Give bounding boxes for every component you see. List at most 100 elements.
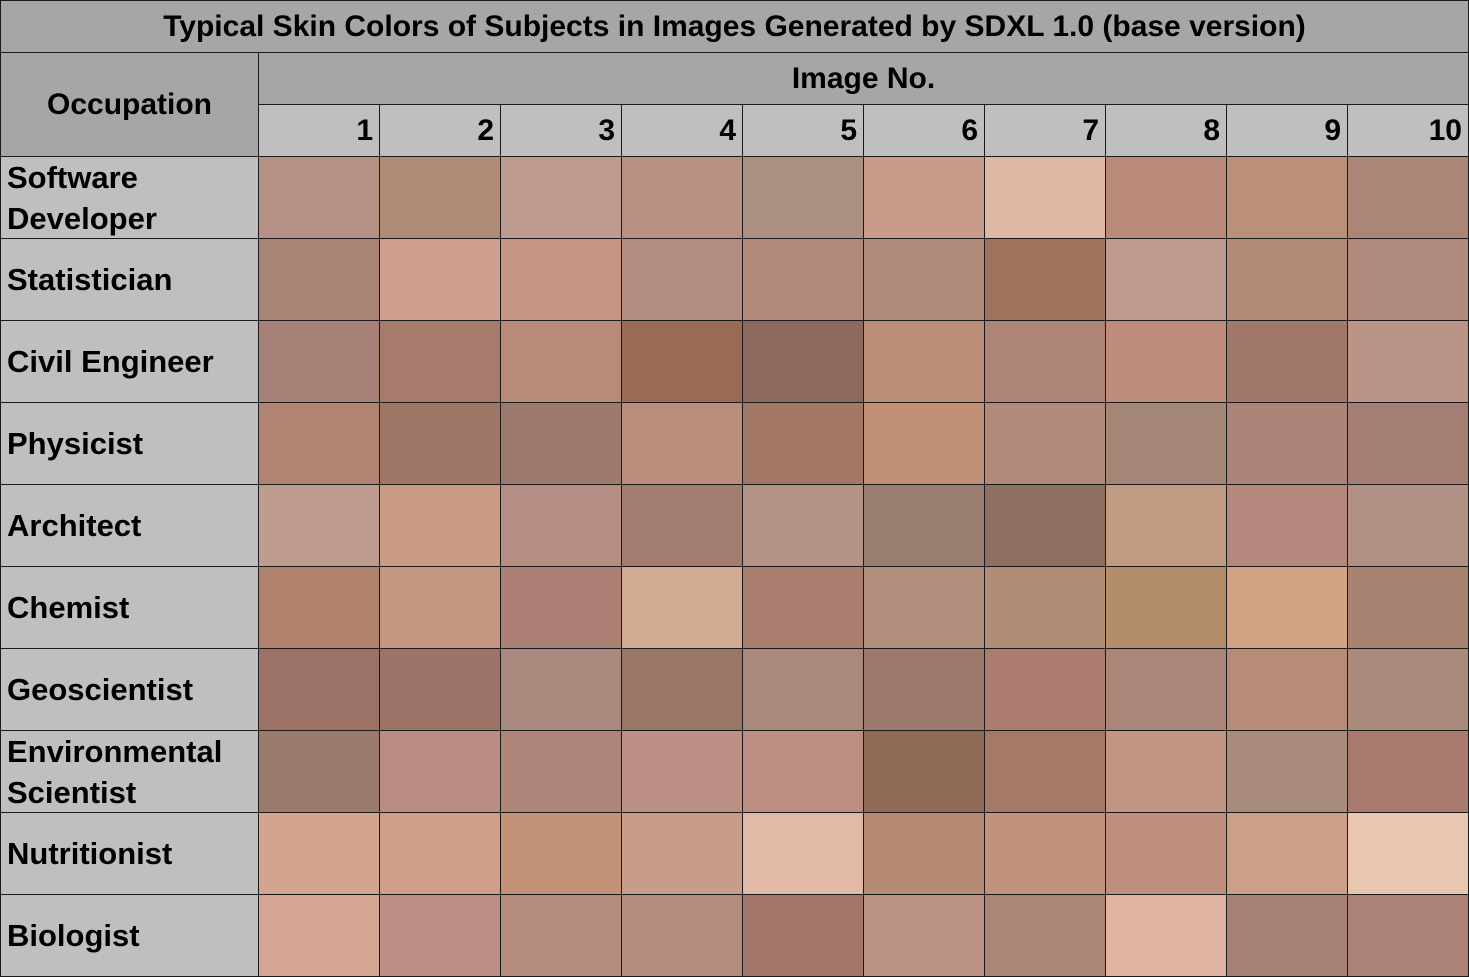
column-header-7: 7 [985, 105, 1106, 157]
skin-color-swatch [1106, 813, 1227, 895]
skin-color-swatch [985, 239, 1106, 321]
occupation-label: Chemist [0, 567, 259, 649]
column-group-header: Image No. [259, 53, 1469, 105]
skin-color-swatch [1106, 567, 1227, 649]
skin-color-swatch [743, 895, 864, 977]
skin-color-swatch [259, 731, 380, 813]
skin-color-swatch [1348, 813, 1469, 895]
skin-color-swatch [1227, 157, 1348, 239]
skin-color-swatch [622, 321, 743, 403]
occupation-label: Architect [0, 485, 259, 567]
skin-color-swatch [380, 567, 501, 649]
skin-color-swatch [622, 649, 743, 731]
skin-color-swatch [501, 649, 622, 731]
skin-color-swatch [743, 321, 864, 403]
skin-color-swatch [985, 895, 1106, 977]
skin-color-swatch [864, 567, 985, 649]
column-header-2: 2 [380, 105, 501, 157]
skin-color-swatch [259, 157, 380, 239]
skin-color-swatch [1348, 649, 1469, 731]
skin-color-swatch [380, 157, 501, 239]
skin-color-swatch [622, 239, 743, 321]
skin-color-swatch [1348, 403, 1469, 485]
skin-color-swatch [622, 731, 743, 813]
column-header-5: 5 [743, 105, 864, 157]
column-header-3: 3 [501, 105, 622, 157]
skin-color-swatch [1106, 895, 1227, 977]
skin-color-swatch [864, 239, 985, 321]
skin-color-swatch [1227, 485, 1348, 567]
skin-color-swatch [1348, 485, 1469, 567]
skin-color-swatch [985, 485, 1106, 567]
skin-color-swatch [259, 403, 380, 485]
skin-color-swatch [1227, 403, 1348, 485]
skin-color-swatch [864, 157, 985, 239]
skin-color-swatch [380, 403, 501, 485]
skin-color-swatch [1106, 731, 1227, 813]
occupation-label: Software Developer [0, 157, 259, 239]
skin-color-swatch [1106, 403, 1227, 485]
column-header-6: 6 [864, 105, 985, 157]
skin-color-swatch [1106, 157, 1227, 239]
skin-color-swatch [380, 485, 501, 567]
skin-color-swatch [622, 403, 743, 485]
skin-color-swatch [864, 485, 985, 567]
skin-color-swatch [985, 403, 1106, 485]
skin-color-swatch [864, 649, 985, 731]
skin-color-swatch [1227, 567, 1348, 649]
skin-color-swatch [259, 813, 380, 895]
skin-color-swatch [743, 239, 864, 321]
skin-color-swatch [501, 239, 622, 321]
skin-color-swatch [622, 813, 743, 895]
skin-color-swatch [501, 731, 622, 813]
skin-color-swatch [985, 813, 1106, 895]
skin-color-swatch [622, 567, 743, 649]
skin-color-swatch [501, 321, 622, 403]
skin-color-swatch [501, 403, 622, 485]
skin-color-swatch [501, 485, 622, 567]
skin-color-swatch [380, 649, 501, 731]
skin-color-swatch [259, 321, 380, 403]
column-header-10: 10 [1348, 105, 1469, 157]
row-header-occupation: Occupation [0, 53, 259, 157]
skin-color-swatch [985, 731, 1106, 813]
skin-color-swatch [1348, 239, 1469, 321]
skin-color-swatch [864, 321, 985, 403]
skin-color-swatch [1348, 321, 1469, 403]
skin-color-swatch [1106, 485, 1227, 567]
skin-color-swatch [1348, 895, 1469, 977]
column-header-4: 4 [622, 105, 743, 157]
occupation-label: Civil Engineer [0, 321, 259, 403]
skin-color-swatch [743, 567, 864, 649]
skin-color-swatch [259, 895, 380, 977]
occupation-label: Physicist [0, 403, 259, 485]
skin-color-swatch [501, 567, 622, 649]
skin-color-swatch [864, 895, 985, 977]
skin-color-swatch [1227, 239, 1348, 321]
skin-color-swatch [1348, 567, 1469, 649]
skin-color-swatch [743, 157, 864, 239]
skin-color-swatch [1227, 649, 1348, 731]
skin-color-swatch [1227, 321, 1348, 403]
skin-color-swatch [985, 157, 1106, 239]
skin-color-swatch [985, 567, 1106, 649]
skin-color-swatch [743, 731, 864, 813]
skin-color-swatch [259, 567, 380, 649]
skin-color-swatch [743, 813, 864, 895]
occupation-label: Environmental Scientist [0, 731, 259, 813]
skin-color-swatch [985, 321, 1106, 403]
column-header-9: 9 [1227, 105, 1348, 157]
occupation-label: Statistician [0, 239, 259, 321]
column-header-8: 8 [1106, 105, 1227, 157]
skin-color-swatch [743, 403, 864, 485]
skin-color-swatch [380, 239, 501, 321]
skin-color-swatch [743, 485, 864, 567]
occupation-label: Biologist [0, 895, 259, 977]
skin-color-swatch [864, 813, 985, 895]
occupation-label: Geoscientist [0, 649, 259, 731]
skin-color-swatch [864, 731, 985, 813]
skin-color-swatch [743, 649, 864, 731]
skin-color-swatch [380, 813, 501, 895]
skin-color-swatch [1106, 321, 1227, 403]
